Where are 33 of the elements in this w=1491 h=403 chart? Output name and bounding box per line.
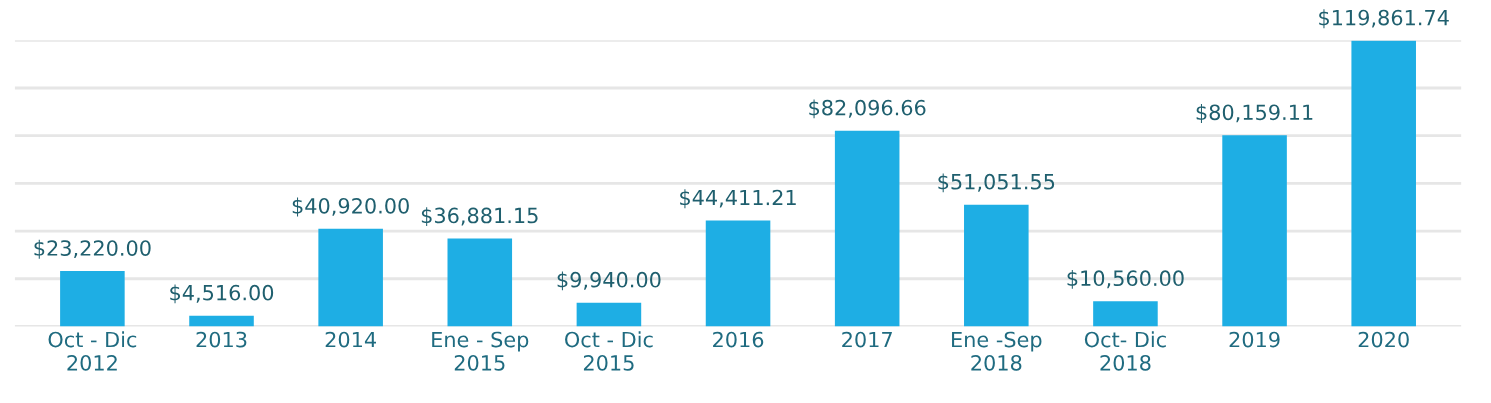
bar <box>576 302 642 327</box>
data-label: $9,940.00 <box>557 271 661 291</box>
x-tick-label: 2014 <box>325 331 376 348</box>
x-tick-label: 2016 <box>713 331 764 348</box>
bar <box>447 238 513 327</box>
bar <box>1093 301 1158 327</box>
x-tick-label: 2019 <box>1229 331 1280 348</box>
data-label: $51,051.55 <box>938 173 1055 193</box>
bar <box>964 204 1029 327</box>
bar <box>1351 40 1416 327</box>
x-tick-label: Ene -Sep 2018 <box>952 331 1042 371</box>
bar <box>834 130 900 327</box>
bar <box>189 315 254 327</box>
data-label: $80,159.11 <box>1196 104 1313 123</box>
data-label: $40,920.00 <box>292 197 409 217</box>
data-label: $82,096.66 <box>809 99 926 119</box>
data-label: $119,861.74 <box>1319 9 1449 29</box>
x-tick-label: Oct - Dic 2012 <box>48 331 137 371</box>
bar <box>60 271 125 327</box>
x-tick-label: Oct- Dic 2018 <box>1084 331 1166 371</box>
bar <box>318 228 383 327</box>
data-label: $36,881.15 <box>421 207 538 227</box>
x-tick-label: Oct - Dic 2015 <box>565 331 653 371</box>
bar <box>1222 135 1287 327</box>
data-label: $4,516.00 <box>170 284 274 304</box>
data-label: $10,560.00 <box>1067 269 1184 289</box>
data-label: $44,411.21 <box>680 189 796 209</box>
x-tick-label: 2017 <box>842 331 892 348</box>
x-tick-label: Ene - Sep 2015 <box>432 331 529 371</box>
x-tick-label: 2013 <box>196 331 247 348</box>
bar <box>705 220 771 327</box>
data-label: $23,220.00 <box>34 239 151 259</box>
x-tick-label: 2020 <box>1358 331 1409 348</box>
